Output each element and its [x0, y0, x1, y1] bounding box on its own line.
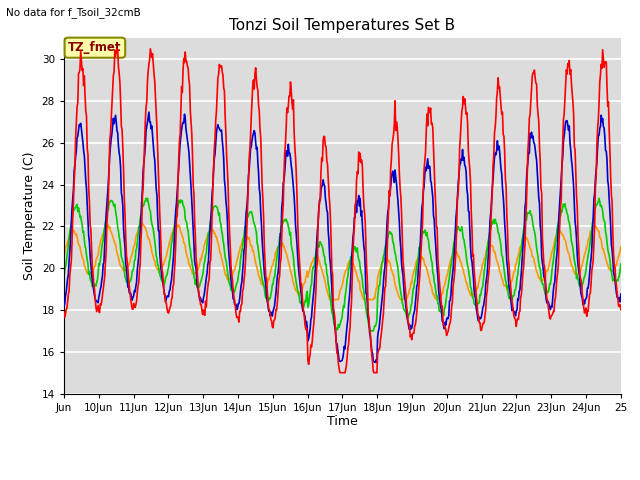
Legend: -2cm, -4cm, -8cm, -16cm: -2cm, -4cm, -8cm, -16cm: [182, 479, 503, 480]
Text: TZ_fmet: TZ_fmet: [68, 41, 122, 54]
X-axis label: Time: Time: [327, 415, 358, 429]
Title: Tonzi Soil Temperatures Set B: Tonzi Soil Temperatures Set B: [229, 18, 456, 33]
Text: No data for f_Tsoil_32cmB: No data for f_Tsoil_32cmB: [6, 7, 141, 18]
Y-axis label: Soil Temperature (C): Soil Temperature (C): [23, 152, 36, 280]
